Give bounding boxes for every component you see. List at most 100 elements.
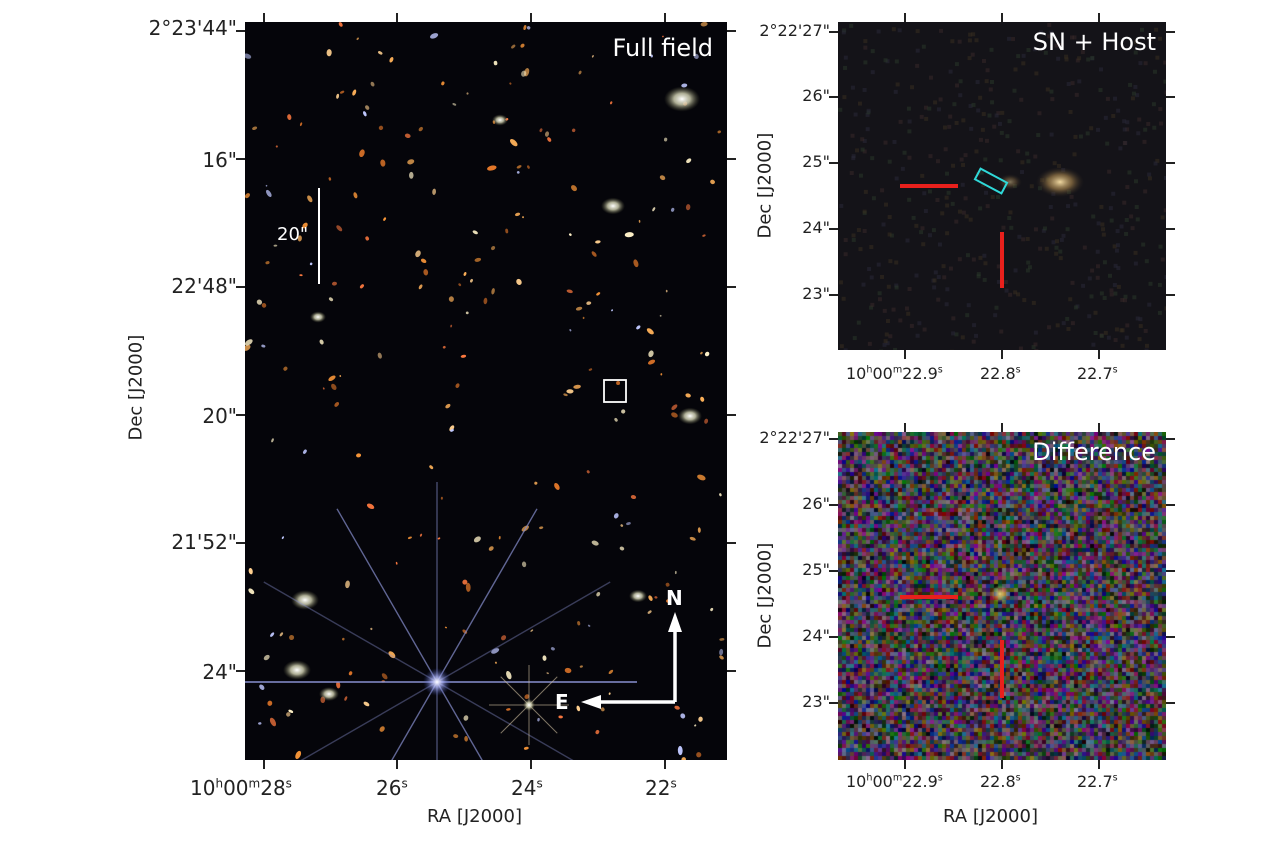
noise-pixel <box>1164 275 1166 280</box>
noise-pixel <box>887 232 892 237</box>
noise-pixel <box>1125 127 1130 132</box>
noise-pixel <box>1008 210 1013 215</box>
field-source <box>654 596 658 599</box>
field-source <box>700 396 705 402</box>
noise-pixel <box>1143 127 1148 132</box>
field-source <box>648 350 654 358</box>
noise-pixel <box>1112 283 1117 288</box>
noise-pixel <box>921 44 926 49</box>
noise-pixel <box>978 137 983 142</box>
field-source <box>506 708 511 711</box>
noise-pixel <box>1103 115 1108 120</box>
noise-pixel <box>1122 200 1127 205</box>
noise-pixel <box>919 230 924 235</box>
noise-pixel <box>920 173 925 178</box>
noise-pixel <box>857 101 862 106</box>
field-source <box>444 626 448 629</box>
noise-pixel <box>1116 284 1121 289</box>
field-source <box>665 289 668 293</box>
field-source <box>271 438 274 443</box>
field-source <box>474 257 482 262</box>
field-source <box>624 232 634 238</box>
field-source <box>554 482 560 490</box>
field-source <box>348 671 353 676</box>
noise-pixel <box>1118 146 1123 151</box>
field-source <box>463 715 469 721</box>
noise-pixel <box>841 30 846 35</box>
field-source <box>506 670 512 680</box>
field-source <box>710 179 715 185</box>
difference-image: Difference <box>838 432 1166 760</box>
noise-pixel <box>907 155 912 160</box>
field-source <box>704 351 710 357</box>
field-source <box>700 22 708 27</box>
noise-pixel <box>1160 257 1165 262</box>
noise-pixel <box>1148 36 1153 41</box>
field-source <box>270 632 275 637</box>
field-source <box>523 746 529 750</box>
noise-pixel <box>911 215 916 220</box>
field-source <box>407 159 415 165</box>
field-source <box>370 81 375 87</box>
noise-pixel <box>880 188 885 193</box>
field-source <box>491 648 500 654</box>
noise-pixel <box>1066 326 1071 331</box>
noise-pixel <box>1146 121 1151 126</box>
noise-pixel <box>1102 260 1107 265</box>
field-source <box>334 401 340 407</box>
noise-pixel <box>1109 288 1114 293</box>
noise-pixel <box>1019 97 1024 102</box>
noise-pixel <box>966 303 971 308</box>
noise-pixel <box>1069 194 1074 199</box>
noise-pixel <box>1047 34 1052 39</box>
noise-pixel <box>884 332 889 337</box>
noise-pixel <box>1147 172 1152 177</box>
field-source <box>674 705 680 710</box>
noise-pixel <box>985 204 990 209</box>
noise-pixel <box>940 211 945 216</box>
noise-pixel <box>927 233 932 238</box>
field-source <box>356 453 362 458</box>
noise-pixel <box>957 257 962 262</box>
scale-bar-label: 20" <box>277 224 309 245</box>
field-source <box>516 278 522 286</box>
sn-host-title: SN + Host <box>1032 28 1156 56</box>
field-source <box>336 225 343 232</box>
noise-pixel <box>882 342 887 347</box>
noise-pixel <box>1157 282 1162 287</box>
field-source <box>352 89 357 96</box>
noise-pixel <box>843 65 848 70</box>
noise-pixel <box>882 308 887 313</box>
field-source <box>429 33 439 39</box>
noise-pixel <box>932 278 937 283</box>
noise-pixel <box>1049 30 1054 35</box>
host-galaxy <box>1036 167 1084 197</box>
noise-pixel <box>1095 264 1100 269</box>
noise-pixel <box>1137 337 1142 342</box>
noise-pixel <box>1099 333 1104 338</box>
field-source <box>671 404 678 411</box>
noise-pixel <box>1008 292 1013 297</box>
field-source <box>670 207 675 212</box>
field-source <box>547 137 552 142</box>
field-source <box>542 655 547 661</box>
noise-pixel <box>898 318 903 323</box>
noise-pixel <box>1122 141 1127 146</box>
field-source <box>370 627 373 631</box>
noise-pixel <box>1087 314 1092 319</box>
field-source <box>319 339 324 345</box>
noise-pixel <box>1163 79 1166 84</box>
field-source <box>596 292 601 296</box>
field-source <box>297 235 302 242</box>
noise-pixel <box>1059 237 1064 242</box>
noise-pixel <box>1070 280 1075 285</box>
noise-pixel <box>1135 217 1140 222</box>
noise-pixel <box>1075 58 1080 63</box>
field-source <box>363 701 370 707</box>
field-source <box>620 524 624 527</box>
field-source <box>248 567 253 575</box>
field-source <box>717 130 721 134</box>
noise-pixel <box>1047 325 1052 330</box>
noise-pixel <box>885 319 890 324</box>
field-source <box>686 158 692 164</box>
